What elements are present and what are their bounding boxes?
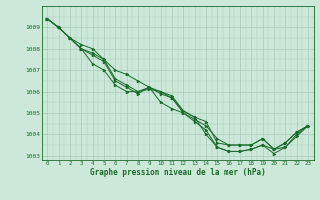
X-axis label: Graphe pression niveau de la mer (hPa): Graphe pression niveau de la mer (hPa) xyxy=(90,168,266,177)
